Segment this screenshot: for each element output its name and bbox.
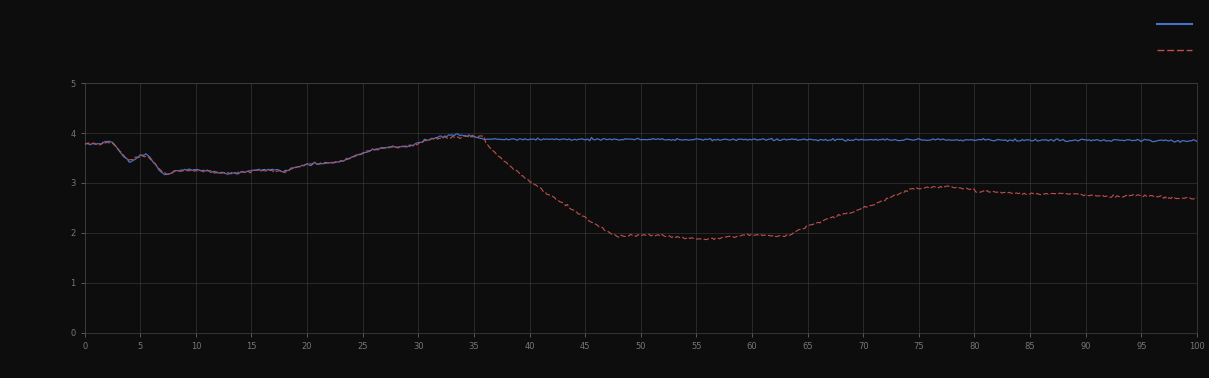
Legend: , : , <box>1157 18 1196 57</box>
